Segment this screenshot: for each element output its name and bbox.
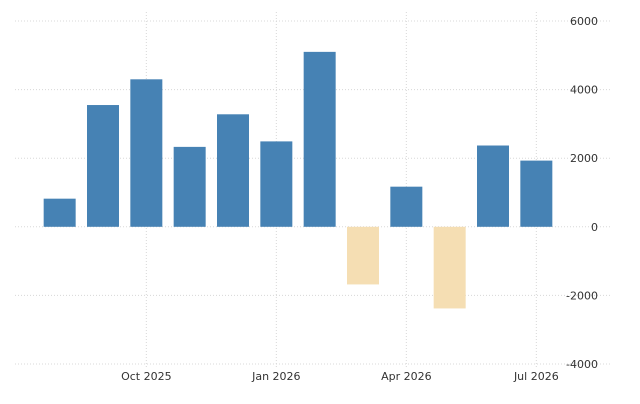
y-tick-label: 2000 — [570, 152, 598, 165]
y-axis-ticks: 6000 4000 2000 0 -2000 -4000 — [566, 15, 598, 371]
bars — [43, 51, 553, 309]
y-tick-label: -2000 — [566, 289, 598, 302]
y-tick-label: 0 — [591, 221, 598, 234]
bar — [477, 145, 509, 227]
bar — [347, 226, 379, 285]
bar — [520, 160, 553, 227]
bar — [217, 114, 249, 227]
x-tick-label: Jan 2026 — [251, 370, 300, 383]
bar — [43, 198, 76, 227]
bar — [130, 79, 163, 227]
x-tick-label: Oct 2025 — [121, 370, 172, 383]
bar — [433, 226, 466, 309]
y-tick-label: -4000 — [566, 358, 598, 371]
x-axis-ticks: Oct 2025 Jan 2026 Apr 2026 Jul 2026 — [121, 370, 559, 383]
bar — [87, 105, 119, 227]
bar — [303, 51, 336, 227]
bar — [260, 141, 293, 227]
y-tick-label: 6000 — [570, 15, 598, 28]
x-tick-label: Jul 2026 — [513, 370, 559, 383]
y-tick-label: 4000 — [570, 84, 598, 97]
bar — [390, 186, 423, 227]
x-tick-label: Apr 2026 — [381, 370, 432, 383]
bar — [173, 146, 206, 227]
